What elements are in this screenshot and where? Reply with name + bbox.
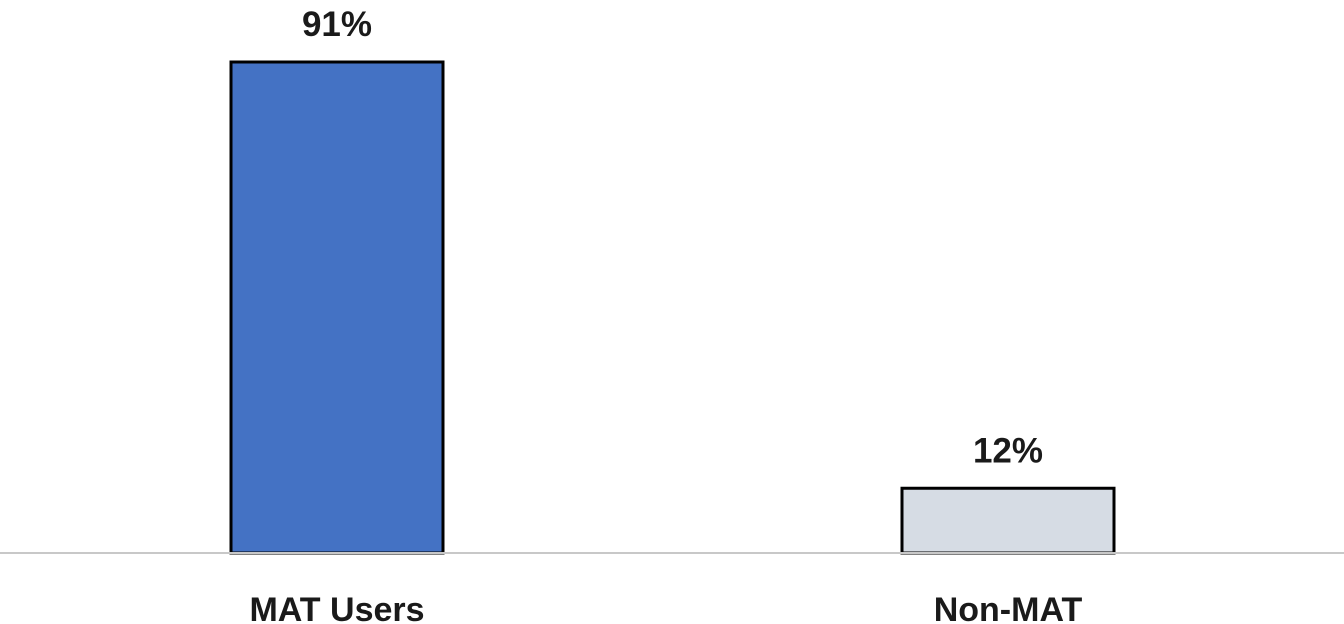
category-label-mat-users: MAT Users <box>249 591 424 624</box>
bars-group <box>229 60 1116 555</box>
value-labels-group: 91% 12% <box>302 5 1043 470</box>
category-label-non-mat: Non-MAT <box>934 591 1083 624</box>
value-label-non-mat: 12% <box>973 431 1043 470</box>
value-label-mat-users: 91% <box>302 5 372 44</box>
category-labels-group: MAT Users Non-MAT <box>249 591 1082 624</box>
bar-non-mat <box>900 486 1116 555</box>
bar-mat-users <box>229 60 445 555</box>
